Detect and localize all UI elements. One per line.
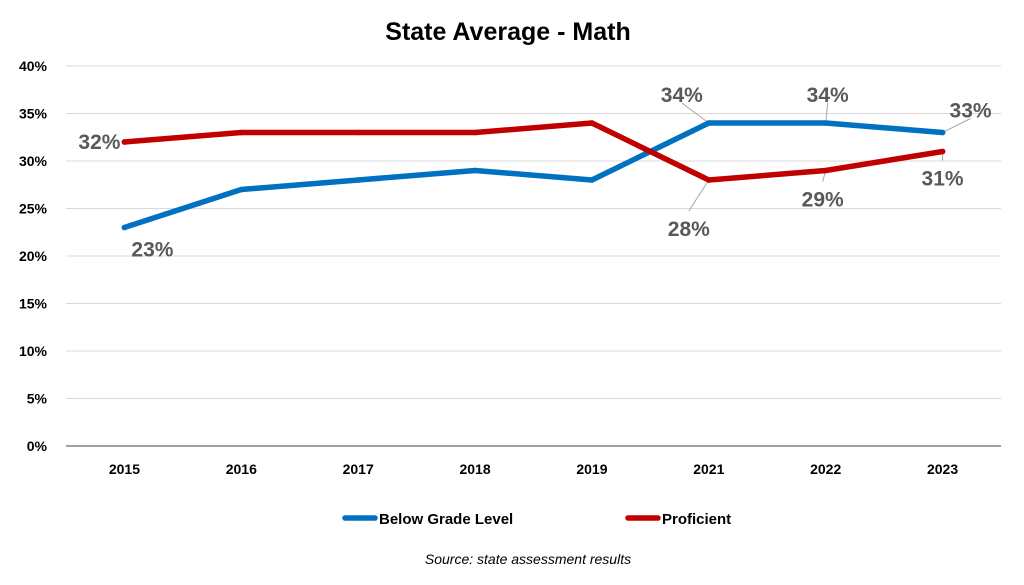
data-point [822, 167, 829, 174]
series-lines [121, 120, 946, 231]
data-point [472, 167, 478, 174]
y-axis-ticks: 0% 5% 10% 15% 20% 25% 30% 35% 40% [19, 58, 48, 454]
label-leader-line [825, 102, 829, 124]
y-tick-label: 25% [19, 201, 48, 217]
legend-label: Below Grade Level [379, 511, 513, 528]
data-point [589, 177, 595, 183]
data-label: 23% [131, 239, 173, 262]
x-tick-label: 2023 [927, 461, 958, 477]
x-tick-label: 2021 [693, 461, 724, 477]
data-label: 29% [802, 189, 844, 212]
x-axis-ticks: 2015 2016 2017 2018 2019 2021 2022 2023 [109, 461, 958, 477]
source-note: Source: state assessment results [425, 551, 631, 567]
y-tick-label: 30% [19, 153, 48, 169]
data-labels: 23% 34% 34% 33% 32% 28% 29% 31% [78, 84, 991, 262]
label-leader-lines [681, 102, 971, 212]
legend: Below Grade Level Proficient [342, 511, 731, 528]
legend-label: Proficient [662, 511, 731, 528]
y-tick-label: 5% [27, 391, 48, 407]
data-point [238, 186, 245, 193]
x-tick-label: 2017 [343, 461, 374, 477]
y-tick-label: 15% [19, 296, 48, 312]
data-label: 33% [950, 100, 992, 123]
y-tick-label: 35% [19, 106, 48, 122]
label-leader-line [688, 179, 710, 212]
y-tick-label: 0% [27, 438, 48, 454]
label-leader-line [681, 102, 710, 124]
data-point [706, 120, 712, 126]
data-label: 28% [668, 218, 710, 241]
data-point [822, 120, 829, 126]
data-point [355, 129, 361, 136]
data-point [589, 120, 595, 126]
data-label: 31% [922, 168, 964, 191]
label-leader-line [942, 118, 971, 133]
y-tick-label: 10% [19, 343, 48, 359]
gridlines [66, 65, 1001, 399]
data-point [939, 148, 946, 155]
chart-title: State Average - Math [385, 18, 630, 46]
data-point [939, 129, 946, 136]
data-point [706, 177, 712, 183]
x-tick-label: 2018 [459, 461, 490, 477]
y-tick-label: 40% [19, 58, 48, 74]
x-tick-label: 2015 [109, 461, 140, 477]
x-tick-label: 2022 [810, 461, 841, 477]
series-line-0 [121, 120, 946, 231]
data-point [121, 139, 128, 145]
data-point [355, 177, 361, 183]
y-tick-label: 20% [19, 248, 48, 264]
data-label: 32% [78, 131, 120, 154]
series-line-1 [121, 120, 946, 183]
data-point [472, 129, 478, 136]
x-tick-label: 2019 [576, 461, 607, 477]
data-label: 34% [661, 84, 703, 107]
x-tick-label: 2016 [226, 461, 257, 477]
data-point [121, 224, 128, 231]
data-label: 34% [807, 84, 849, 107]
data-point [238, 129, 245, 136]
